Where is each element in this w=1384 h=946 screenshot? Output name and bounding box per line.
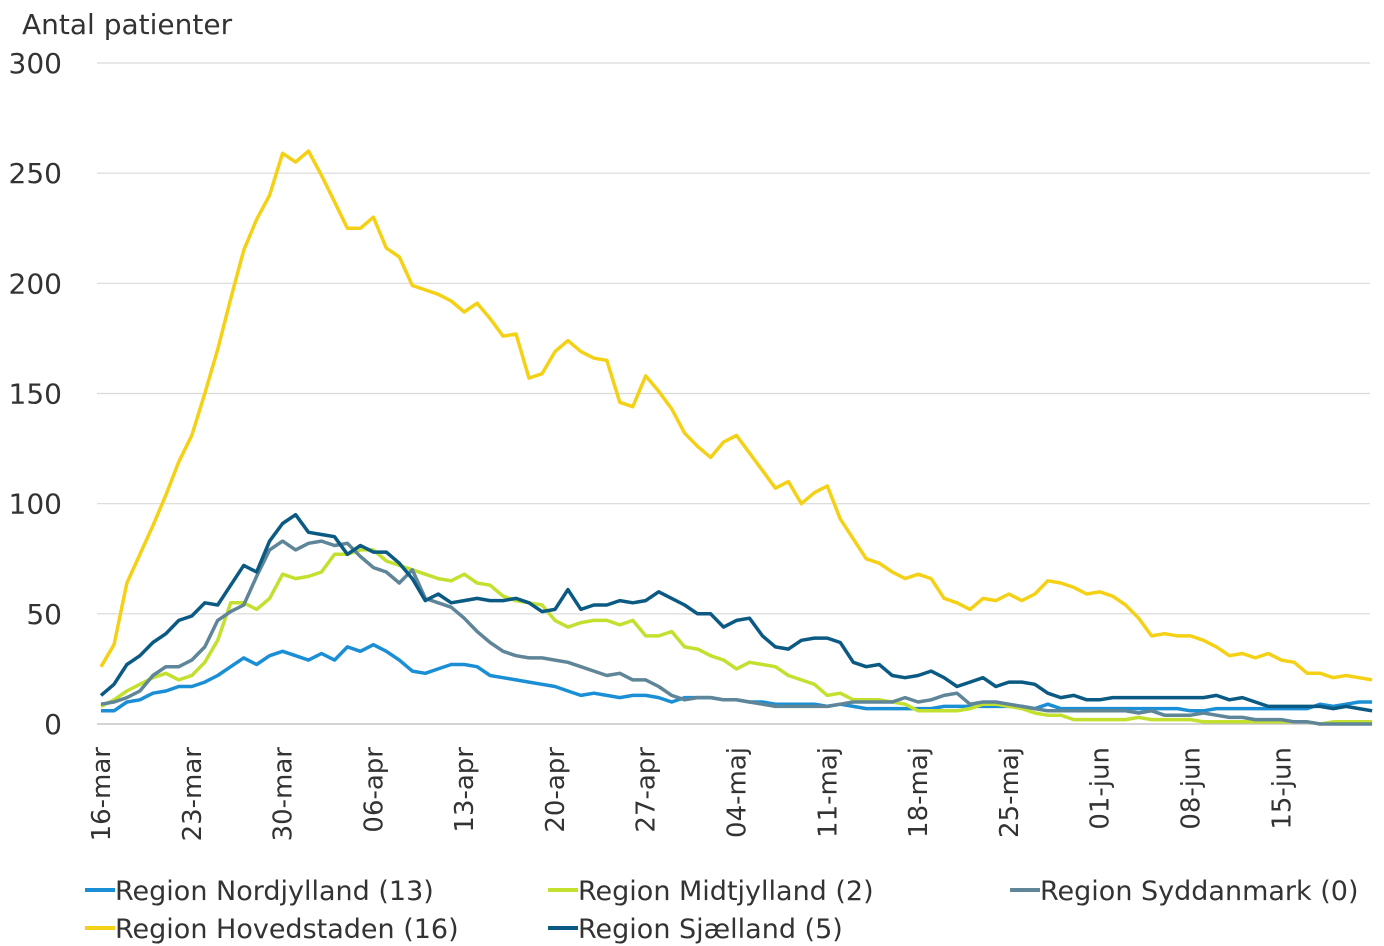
y-tick-label: 250 [9, 157, 62, 190]
x-tick-label: 13-apr [450, 747, 480, 833]
x-tick-label: 06-apr [359, 747, 389, 833]
x-tick-label: 27-apr [632, 747, 662, 833]
x-tick-label: 23-mar [178, 747, 208, 842]
x-tick-label: 25-maj [995, 747, 1025, 838]
y-tick-label: 150 [9, 378, 62, 411]
x-tick-label: 08-jun [1176, 747, 1206, 830]
legend-label: Region Midtjylland (2) [578, 876, 874, 907]
y-tick-label: 100 [9, 488, 62, 521]
x-tick-label: 16-mar [87, 747, 117, 842]
x-tick-label: 11-maj [813, 747, 843, 838]
x-tick-label: 15-jun [1267, 747, 1297, 830]
y-tick-label: 300 [9, 47, 62, 80]
y-tick-label: 50 [26, 598, 62, 631]
legend-label: Region Syddanmark (0) [1040, 876, 1358, 907]
series-line [99, 512, 1373, 713]
x-tick-label: 01-jun [1086, 747, 1116, 830]
series-line [100, 539, 1373, 726]
series-line [100, 548, 1373, 726]
x-tick-label: 20-apr [541, 747, 571, 833]
legend-label: Region Nordjylland (13) [115, 876, 434, 907]
x-tick-label: 30-mar [269, 747, 299, 842]
legend-label: Region Hovedstaden (16) [115, 914, 459, 945]
series-line [99, 149, 1373, 682]
y-tick-label: 0 [44, 708, 62, 741]
y-tick-label: 200 [9, 267, 62, 300]
y-axis-label: Antal patienter [22, 8, 233, 41]
x-tick-label: 04-maj [723, 747, 753, 838]
x-tick-label: 18-maj [904, 747, 934, 838]
legend-label: Region Sjælland (5) [578, 914, 843, 945]
